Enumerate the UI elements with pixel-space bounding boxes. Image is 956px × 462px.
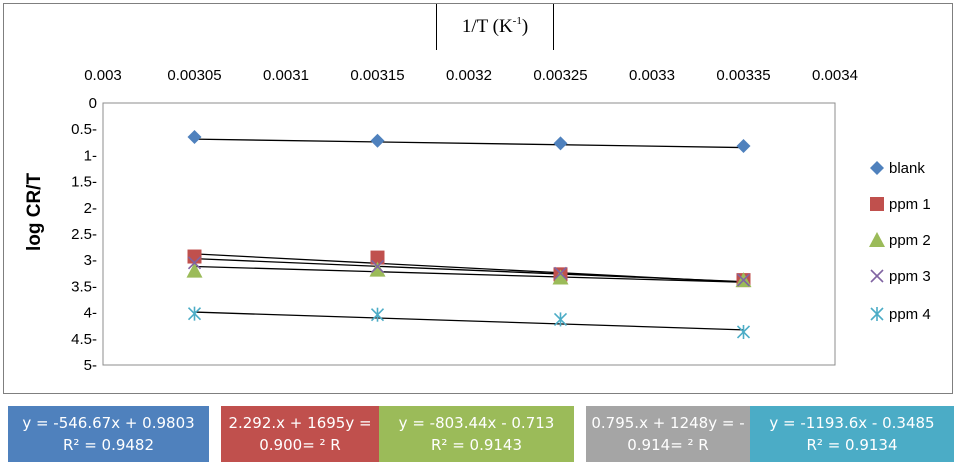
y-axis-label: log CR/T: [24, 173, 45, 251]
data-point-ppm-2: [369, 261, 386, 277]
y-tick-label: 4.5-: [71, 331, 97, 348]
legend-marker: [870, 161, 884, 175]
equation-box-ppm3: 0.795.x + 1248y = - 0.914= ² R: [586, 406, 750, 462]
x-tick-labels: 0.003 0.00305 0.0031 0.00315 0.0032 0.00325 0.…: [84, 67, 858, 84]
data-point-ppm-3-stroke: [553, 266, 568, 280]
equation-box-ppm4: y = -1193.6x - 0.3485 R² = 0.9134: [750, 406, 954, 462]
r-squared-line: R² = 0.9143: [430, 436, 523, 454]
data-point-ppm-2: [186, 262, 203, 278]
x-tick-label: 0.003: [84, 67, 122, 84]
chart-title-text: 1/T (K: [461, 16, 513, 37]
chart-title-superscript: -1: [512, 15, 522, 27]
data-point-ppm-3: [370, 259, 385, 274]
x-tick-label: 0.0034: [812, 67, 858, 84]
data-markers: [186, 130, 752, 339]
legend-marker-stroke: [870, 269, 884, 283]
equation-box-ppm1: 2.292.x + 1695y = 0.900= ² R: [221, 406, 379, 462]
r-squared-line: R² = 0.9482: [62, 436, 155, 454]
equation-box-ppm2: y = -803.44x - 0.713 R² = 0.9143: [379, 406, 574, 462]
x-tick-label: 0.00335: [716, 67, 770, 84]
legend-marker: [870, 269, 884, 283]
data-point-ppm-1: [370, 250, 385, 265]
trendline-ppm-2: [194, 265, 744, 283]
x-tick-label: 0.00315: [350, 67, 404, 84]
legend-label: blank: [889, 160, 925, 177]
legend: blank ppm 1 ppm 2 ppm 3 ppm 4: [869, 160, 931, 323]
chart-title-close: ): [521, 16, 529, 37]
legend-item: ppm 1: [870, 196, 931, 213]
trendline-ppm-4: [194, 311, 744, 331]
y-tick-label: 1-: [84, 147, 97, 164]
legend-marker: [870, 307, 884, 321]
y-tick-label: 3.5-: [71, 278, 97, 295]
x-tick-label: 0.00325: [533, 67, 587, 84]
x-tick-label: 0.00305: [167, 67, 221, 84]
y-tick-label: 3-: [84, 252, 97, 269]
y-tick-label: 1.5-: [71, 174, 97, 191]
trendline-blank: [194, 138, 744, 149]
trendline-equations: y = -546.67x + 0.9803 R² = 0.9482 2.292.…: [8, 406, 956, 462]
legend-label: ppm 4: [889, 306, 931, 323]
trendline-ppm-3: [194, 257, 744, 283]
data-point-ppm-4: [187, 306, 202, 321]
chart-frame: [3, 3, 953, 394]
legend-marker: [869, 232, 885, 247]
y-tick-label: 5-: [84, 357, 97, 374]
data-point-ppm-1: [187, 249, 202, 264]
legend-item: blank: [870, 160, 925, 177]
equation-line: 2.292.x + 1695y =: [228, 414, 372, 432]
data-point-ppm-4: [736, 324, 751, 339]
data-point-ppm-3: [553, 266, 568, 280]
data-point-ppm-3-stroke: [736, 273, 751, 287]
equation-line: y = -1193.6x - 0.3485: [769, 414, 935, 432]
legend-item: ppm 4: [870, 306, 931, 323]
equation-box-blank: y = -546.67x + 0.9803 R² = 0.9482: [8, 406, 209, 462]
r-squared-line: R² = 0.9134: [806, 436, 898, 454]
data-point-ppm-4: [553, 312, 568, 327]
data-point-ppm-3: [187, 256, 202, 270]
x-tick-label: 0.0033: [629, 67, 675, 84]
x-tick-label: 0.0032: [446, 67, 492, 84]
data-point-ppm-3-stroke: [370, 259, 385, 274]
y-tick-labels: 0 0.5- 1- 1.5- 2- 2.5- 3- 3.5- 4- 4.5- 5-: [71, 95, 97, 374]
data-point-ppm-3-stroke: [187, 256, 202, 270]
y-tick-label: 0.5-: [71, 121, 97, 138]
legend-marker: [870, 197, 884, 211]
y-tick-label: 2.5-: [71, 226, 97, 243]
data-point-blank: [187, 130, 202, 145]
x-tick-label: 0.0031: [263, 67, 309, 84]
chart-title: 1/T (K -1): [436, 4, 554, 50]
data-point-ppm-2: [552, 269, 569, 285]
r-squared-line: 0.914= ² R: [627, 436, 709, 454]
data-point-ppm-4: [370, 307, 385, 322]
y-tick-label: 0: [89, 95, 97, 112]
y-tick-label: 2-: [84, 200, 97, 217]
legend-item: ppm 2: [869, 232, 931, 249]
trendlines: [194, 138, 744, 331]
r-squared-line: 0.900= ² R: [259, 436, 341, 454]
legend-label: ppm 1: [889, 196, 931, 213]
legend-label: ppm 3: [889, 268, 931, 285]
data-point-blank: [370, 133, 385, 148]
data-point-blank: [553, 136, 568, 151]
y-tick-label: 4-: [84, 305, 97, 322]
plot-area: [102, 102, 836, 366]
equation-line: y = -803.44x - 0.713: [398, 414, 555, 432]
equation-line: y = -546.67x + 0.9803: [22, 414, 195, 432]
legend-item: ppm 3: [870, 268, 931, 285]
equation-line: 0.795.x + 1248y = -: [591, 414, 745, 432]
data-point-blank: [736, 138, 751, 153]
legend-label: ppm 2: [889, 232, 931, 249]
data-point-ppm-3: [736, 273, 751, 287]
